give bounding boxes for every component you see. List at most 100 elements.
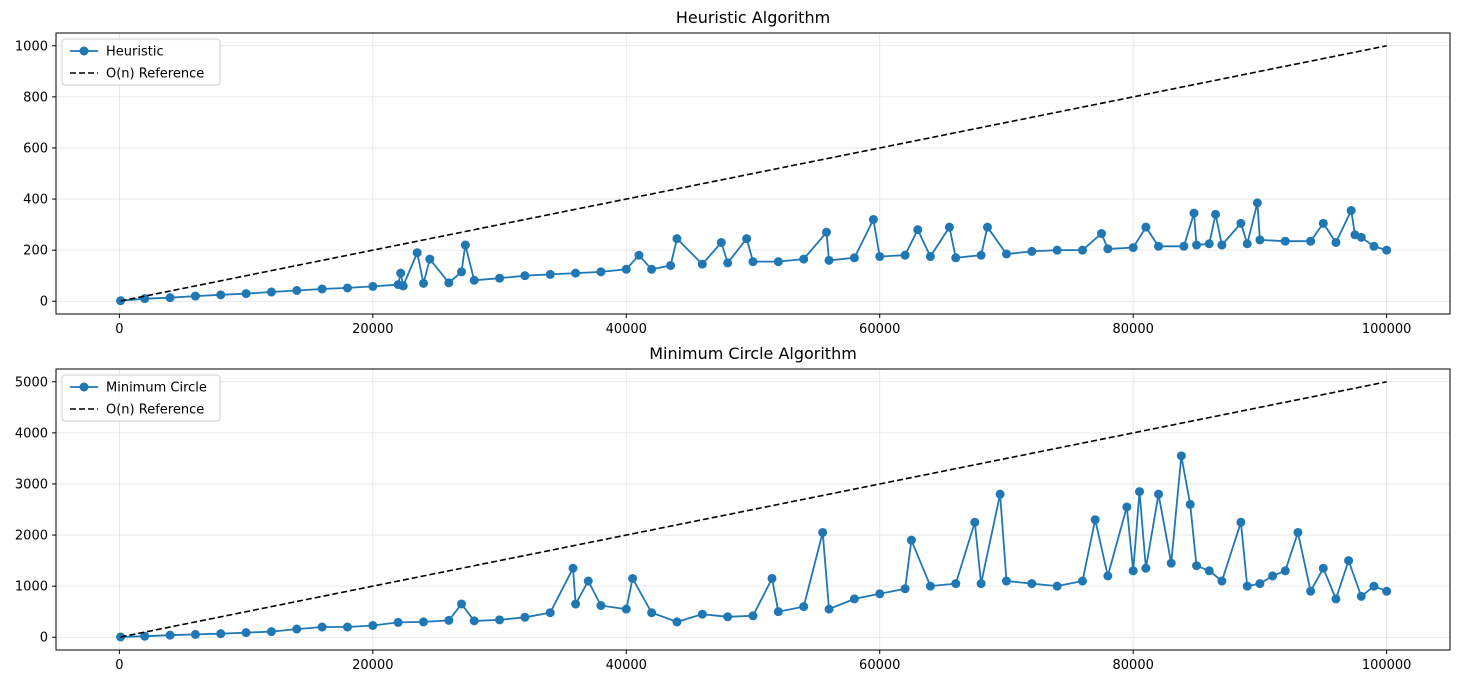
data-point: [925, 252, 935, 262]
data-point: [1090, 515, 1100, 525]
data-point: [1217, 240, 1227, 250]
data-point: [1122, 502, 1132, 512]
data-point: [1293, 527, 1303, 537]
data-point: [1192, 561, 1202, 571]
data-point: [849, 594, 859, 604]
data-point: [1141, 222, 1151, 232]
data-point: [970, 517, 980, 527]
legend: Heuristic O(n) Reference: [61, 38, 221, 86]
data-point: [520, 612, 530, 622]
legend-label-heuristic: Heuristic: [106, 45, 164, 60]
data-point: [1242, 239, 1252, 249]
data-point: [190, 291, 200, 301]
data-point: [412, 248, 422, 258]
data-point: [571, 599, 581, 609]
data-point: [634, 250, 644, 260]
data-point: [621, 264, 631, 274]
data-point: [1077, 576, 1087, 586]
data-point: [469, 275, 479, 285]
data-point: [716, 237, 726, 247]
data-point: [647, 608, 657, 618]
data-point: [342, 622, 352, 632]
data-point: [396, 268, 406, 278]
data-point: [1306, 586, 1316, 596]
x-tick-label: 20000: [352, 658, 393, 673]
data-point: [799, 602, 809, 612]
data-point: [849, 253, 859, 263]
data-point: [317, 284, 327, 294]
data-point: [1331, 594, 1341, 604]
data-point: [723, 258, 733, 268]
data-point: [875, 252, 885, 262]
data-point: [1356, 591, 1366, 601]
y-tick-label: 0: [40, 631, 48, 646]
data-point: [583, 576, 593, 586]
data-point: [1027, 246, 1037, 256]
data-point: [190, 629, 200, 639]
data-point: [444, 278, 454, 288]
legend: Minimum Circle O(n) Reference: [61, 374, 221, 422]
axes-frame: [55, 368, 1451, 651]
data-point: [1103, 571, 1113, 581]
data-point: [1318, 218, 1328, 228]
data-point: [1204, 239, 1214, 249]
data-point: [944, 222, 954, 232]
data-point: [568, 563, 578, 573]
data-point: [906, 535, 916, 545]
data-point: [1128, 243, 1138, 253]
data-point: [951, 253, 961, 263]
legend-label-o-n-reference: O(n) Reference: [106, 67, 204, 82]
data-point: [697, 259, 707, 269]
data-point: [241, 628, 251, 638]
legend-label-o-n-reference: O(n) Reference: [106, 403, 204, 418]
data-point: [697, 609, 707, 619]
data-point: [495, 615, 505, 625]
y-tick-label: 1000: [15, 39, 48, 54]
chart-title: Heuristic Algorithm: [676, 8, 830, 27]
x-tick-label: 100000: [1362, 322, 1412, 337]
x-tick-label: 0: [115, 658, 123, 673]
data-point: [1077, 245, 1087, 255]
data-point: [1242, 581, 1252, 591]
data-point: [545, 608, 555, 618]
data-point: [292, 624, 302, 634]
data-point: [1135, 487, 1145, 497]
data-point: [723, 612, 733, 622]
y-tick-label: 2000: [15, 529, 48, 544]
data-point: [1204, 566, 1214, 576]
data-point: [216, 629, 226, 639]
data-point: [1369, 581, 1379, 591]
data-point: [495, 273, 505, 283]
data-point: [1052, 581, 1062, 591]
data-point: [1179, 241, 1189, 251]
x-tick-label: 20000: [352, 322, 393, 337]
data-point: [1236, 517, 1246, 527]
x-tick-label: 40000: [606, 658, 647, 673]
data-point: [165, 630, 175, 640]
data-point: [824, 255, 834, 265]
data-point: [1382, 245, 1392, 255]
x-tick-label: 0: [115, 322, 123, 337]
data-point: [900, 250, 910, 260]
data-point: [799, 254, 809, 264]
data-point: [1306, 236, 1316, 246]
data-point: [1255, 235, 1265, 245]
data-point: [951, 579, 961, 589]
data-point: [1268, 571, 1278, 581]
data-point: [596, 601, 606, 611]
y-tick-label: 1000: [15, 580, 48, 595]
data-point: [317, 622, 327, 632]
data-point: [1154, 241, 1164, 251]
data-point: [1103, 244, 1113, 254]
data-point: [672, 617, 682, 627]
y-tick-label: 3000: [15, 477, 48, 492]
data-point: [393, 617, 403, 627]
data-point: [875, 589, 885, 599]
data-point: [1001, 249, 1011, 259]
data-point: [457, 599, 467, 609]
data-point: [1344, 556, 1354, 566]
x-tick-label: 60000: [859, 658, 900, 673]
data-point: [1356, 232, 1366, 242]
